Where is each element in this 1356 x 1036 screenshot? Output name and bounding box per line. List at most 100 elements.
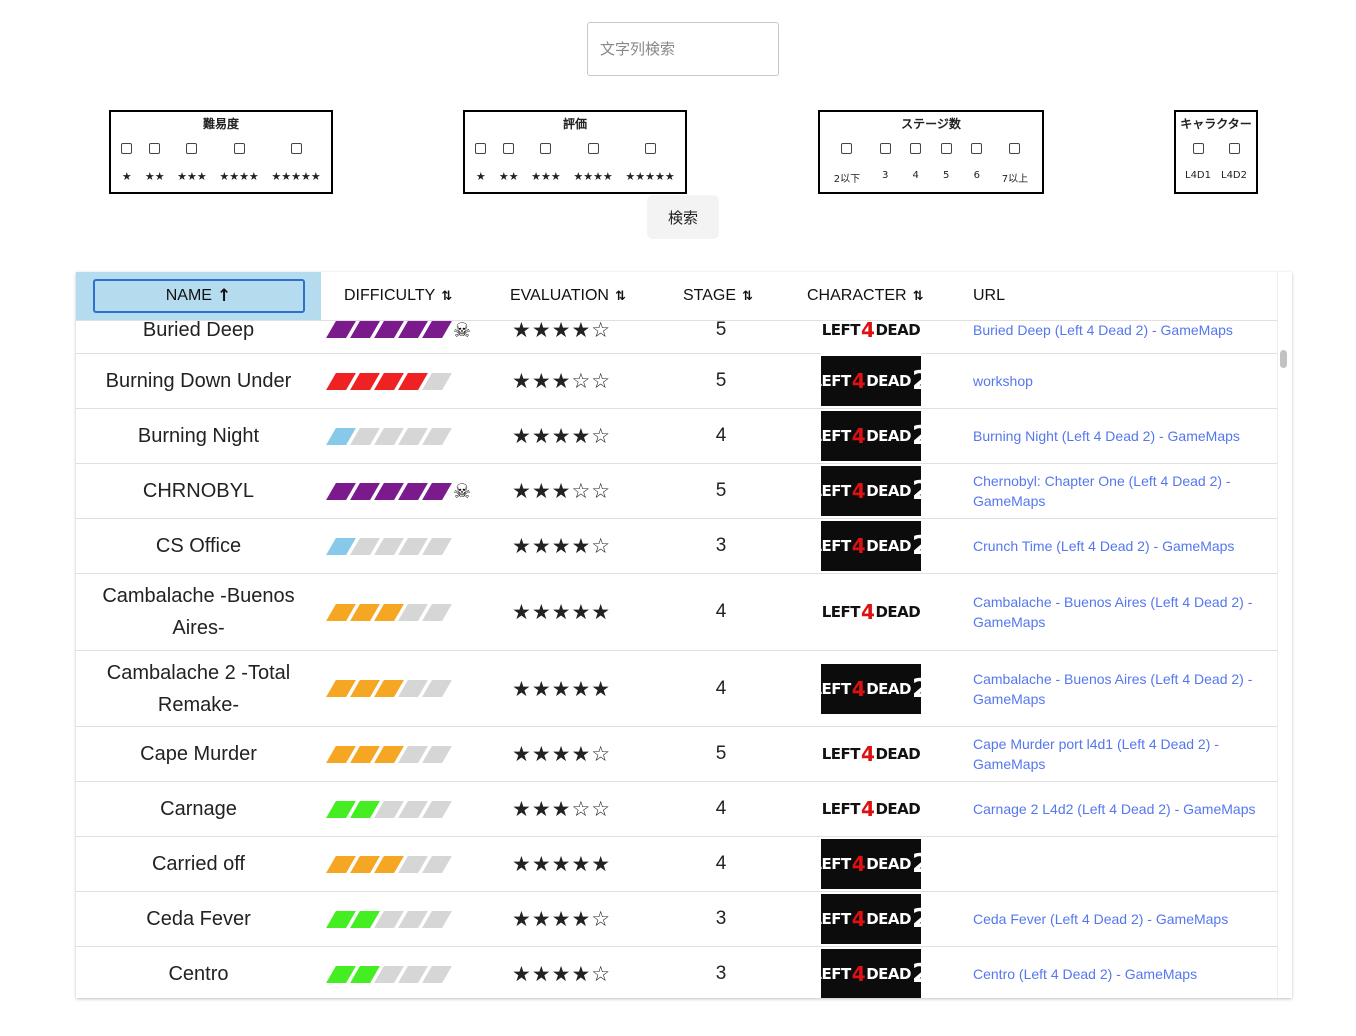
search-input[interactable]: [587, 22, 779, 76]
evaluation-option[interactable]: ★★★★: [573, 139, 613, 183]
logo-four-text: 4: [851, 479, 866, 503]
map-link[interactable]: Centro (Left 4 Dead 2) - GameMaps: [973, 966, 1198, 982]
checkbox[interactable]: [503, 143, 515, 154]
difficulty-bar: [326, 800, 452, 818]
checkbox[interactable]: [475, 143, 487, 154]
table-row[interactable]: Buried Deep ☠ ★★★★☆ 5 LEFT 4 DEAD Buried Deep (…: [76, 304, 1277, 355]
map-link[interactable]: Crunch Time (Left 4 Dead 2) - GameMaps: [973, 538, 1235, 554]
checkbox[interactable]: [1228, 143, 1240, 154]
url-cell: [973, 837, 1273, 891]
logo-dead-text: DEAD: [875, 800, 921, 818]
checkbox[interactable]: [121, 143, 133, 154]
checkbox[interactable]: [1009, 143, 1021, 154]
sort-character-button[interactable]: CHARACTER ⇅: [807, 272, 923, 320]
table-row[interactable]: Carnage ★★★☆☆ 4 LEFT 4 DEAD Carnage 2 L4d2 (Le…: [76, 782, 1277, 837]
checkbox[interactable]: [910, 143, 922, 154]
checkbox[interactable]: [540, 143, 552, 154]
scrollbar-thumb[interactable]: [1280, 350, 1287, 368]
table-row[interactable]: Centro ★★★★☆ 3 LEFT 4 DEAD 2 Centro (Left 4 Dea…: [76, 947, 1277, 998]
character-option[interactable]: L4D1: [1185, 139, 1211, 181]
logo-left-text: LEFT: [812, 482, 851, 500]
evaluation-option[interactable]: ★★★: [531, 139, 561, 183]
character-cell: LEFT 4 DEAD 2: [812, 354, 930, 408]
sort-difficulty-button[interactable]: DIFFICULTY ⇅: [344, 272, 452, 320]
character-cell: LEFT 4 DEAD 2: [812, 519, 930, 573]
url-cell: Cape Murder port l4d1 (Left 4 Dead 2) - …: [973, 727, 1273, 781]
difficulty-option[interactable]: ★★★: [177, 139, 207, 183]
checkbox[interactable]: [879, 143, 891, 154]
logo-left-text: LEFT: [812, 427, 851, 445]
map-link[interactable]: Carnage 2 L4d2 (Left 4 Dead 2) - GameMap…: [973, 801, 1256, 817]
stages-option-label: 5: [943, 170, 950, 181]
checkbox[interactable]: [841, 143, 853, 154]
checkbox[interactable]: [290, 143, 302, 154]
sort-icon: ⇅: [912, 288, 924, 304]
table-row[interactable]: Carried off ★★★★★ 4 LEFT 4 DEAD 2: [76, 837, 1277, 892]
evaluation-stars: ★★★☆☆: [512, 797, 612, 821]
logo-two-text: 2: [911, 476, 930, 506]
difficulty-option[interactable]: ★★★★: [219, 139, 259, 183]
map-link[interactable]: Chernobyl: Chapter One (Left 4 Dead 2) -…: [973, 473, 1231, 509]
map-link[interactable]: Cambalache - Buenos Aires (Left 4 Dead 2…: [973, 594, 1253, 630]
difficulty-cell: [326, 354, 491, 408]
table-row[interactable]: Ceda Fever ★★★★☆ 3 LEFT 4 DEAD 2 Ceda Fever (Le…: [76, 892, 1277, 947]
checkbox[interactable]: [233, 143, 245, 154]
map-link[interactable]: Buried Deep (Left 4 Dead 2) - GameMaps: [973, 321, 1233, 338]
character-option[interactable]: L4D2: [1221, 139, 1247, 181]
stages-option[interactable]: 3: [879, 139, 891, 185]
table-row[interactable]: Cape Murder ★★★★☆ 5 LEFT 4 DEAD Cape Murder po…: [76, 727, 1277, 782]
sort-icon: ⇅: [614, 288, 626, 304]
stages-option[interactable]: 6: [971, 139, 983, 185]
checkbox[interactable]: [971, 143, 983, 154]
map-link[interactable]: workshop: [973, 373, 1033, 389]
table-row[interactable]: Burning Down Under ★★★☆☆ 5 LEFT 4 DEAD 2 worksh…: [76, 354, 1277, 409]
map-link[interactable]: Burning Night (Left 4 Dead 2) - GameMaps: [973, 428, 1240, 444]
checkbox[interactable]: [644, 143, 656, 154]
map-link[interactable]: Ceda Fever (Left 4 Dead 2) - GameMaps: [973, 911, 1229, 927]
stage-count: 5: [715, 743, 727, 764]
difficulty-option[interactable]: ★★★★★: [271, 139, 321, 183]
evaluation-option[interactable]: ★★★★★: [625, 139, 675, 183]
header-url-label: URL: [973, 287, 1006, 304]
sort-stage-button[interactable]: STAGE ⇅: [683, 272, 753, 320]
sort-name-button[interactable]: NAME ↑: [92, 279, 305, 313]
sort-evaluation-button[interactable]: EVALUATION ⇅: [510, 272, 626, 320]
evaluation-option-label: ★★★★★: [625, 170, 675, 183]
checkbox[interactable]: [186, 143, 198, 154]
stage-filter-title: ステージ数: [901, 117, 961, 131]
difficulty-option[interactable]: ★★: [145, 139, 165, 183]
url-cell: Carnage 2 L4d2 (Left 4 Dead 2) - GameMap…: [973, 782, 1273, 836]
scrollbar-track[interactable]: [1277, 272, 1292, 998]
checkbox[interactable]: [1192, 143, 1204, 154]
table-row[interactable]: Burning Night ★★★★☆ 4 LEFT 4 DEAD 2 Burning Nig…: [76, 409, 1277, 464]
stages-option[interactable]: 5: [940, 139, 952, 185]
difficulty-bar: [326, 372, 452, 390]
stages-option[interactable]: 2以下: [834, 139, 860, 185]
evaluation-option[interactable]: ★: [475, 139, 487, 183]
logo-four-text: 4: [851, 852, 866, 876]
difficulty-bar: [326, 855, 452, 873]
character-filter: キャラクター L4D1 L4D2: [1174, 110, 1258, 194]
logo-four-text: 4: [851, 907, 866, 931]
map-link[interactable]: Cambalache - Buenos Aires (Left 4 Dead 2…: [973, 670, 1253, 707]
stages-option[interactable]: 7以上: [1002, 139, 1028, 185]
evaluation-option[interactable]: ★★: [499, 139, 519, 183]
checkbox[interactable]: [940, 143, 952, 154]
checkbox[interactable]: [149, 143, 161, 154]
difficulty-option[interactable]: ★: [121, 139, 133, 183]
table-row[interactable]: CS Office ★★★★☆ 3 LEFT 4 DEAD 2 Crunch Time (Le…: [76, 519, 1277, 574]
map-link[interactable]: Cape Murder port l4d1 (Left 4 Dead 2) - …: [973, 736, 1219, 772]
stages-option[interactable]: 4: [910, 139, 922, 185]
table-row[interactable]: Cambalache 2 -Total Remake- ★★★★★ 4 LEFT 4 DE…: [76, 651, 1277, 727]
checkbox[interactable]: [587, 143, 599, 154]
stage-count: 3: [715, 963, 727, 984]
logo-left-text: LEFT: [821, 800, 861, 818]
stage-count: 3: [715, 908, 727, 929]
table-row[interactable]: Cambalache -Buenos Aires- ★★★★★ 4 LEFT 4 DEAD…: [76, 574, 1277, 651]
map-name: Cambalache -Buenos Aires-: [102, 585, 295, 639]
header-name-label: NAME: [165, 287, 212, 304]
search-button[interactable]: 検索: [647, 195, 719, 239]
logo-dead-text: DEAD: [866, 372, 911, 390]
logo-dead-text: DEAD: [866, 965, 911, 983]
table-row[interactable]: CHRNOBYL ☠ ★★★☆☆ 5 LEFT 4 DEAD 2 Chernobyl: Chap…: [76, 464, 1277, 519]
